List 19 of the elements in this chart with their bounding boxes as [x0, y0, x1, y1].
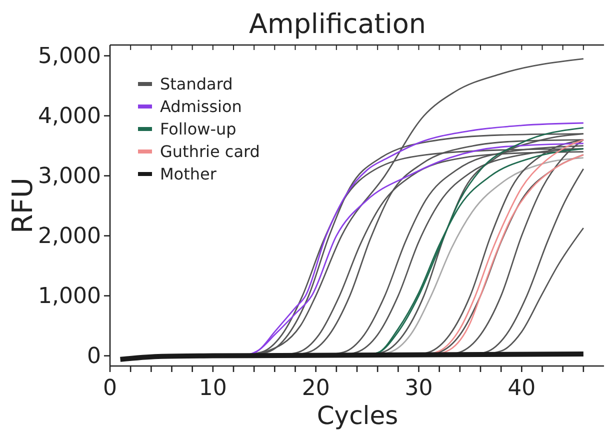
x-tick-label: 30 [404, 376, 433, 401]
x-tick-label: 20 [302, 376, 330, 401]
x-axis-title: Cycles [316, 401, 398, 430]
legend-label: Admission [160, 97, 242, 116]
x-tick-label: 40 [508, 376, 536, 401]
y-axis-title: RFU [6, 177, 39, 234]
y-tick-label: 0 [87, 344, 101, 369]
y-tick-label: 5,000 [38, 44, 101, 69]
x-tick-label: 10 [198, 376, 227, 401]
legend-label: Follow-up [160, 120, 236, 138]
y-tick-label: 4,000 [38, 104, 101, 129]
y-tick-label: 3,000 [38, 164, 101, 189]
legend-label: Guthrie card [160, 142, 260, 161]
legend-label: Mother [160, 164, 217, 184]
y-tick-label: 2,000 [38, 224, 101, 249]
legend-label: Standard [160, 74, 233, 94]
y-tick-label: 1,000 [38, 284, 101, 309]
x-tick-label: 0 [103, 376, 117, 401]
chart-title: Amplification [248, 9, 426, 40]
